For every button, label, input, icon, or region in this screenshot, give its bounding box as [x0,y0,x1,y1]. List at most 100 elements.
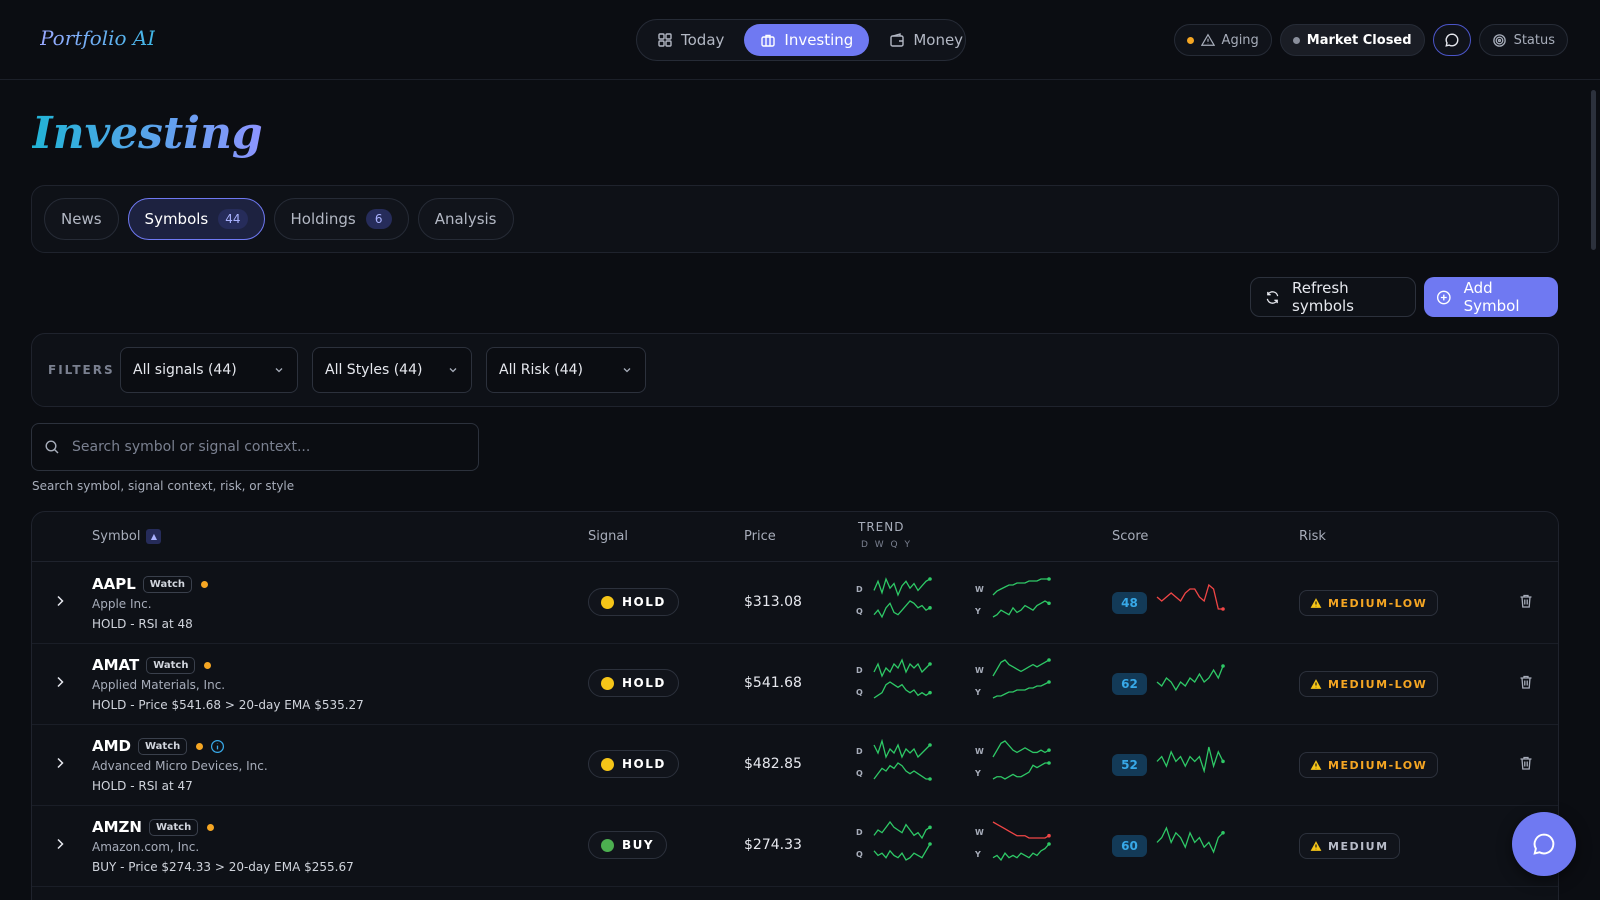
trend-sparkline-d-line [873,820,931,840]
trend-sparkline-d [873,577,932,597]
price-value: $274.33 [744,837,802,853]
search-input[interactable] [72,439,452,455]
chevron-right-icon[interactable] [52,836,68,852]
refresh-symbols-button[interactable]: Refresh symbols [1250,277,1416,317]
score-badge: 62 [1112,673,1147,695]
aging-dot [204,661,212,669]
market-status-label: Market Closed [1306,32,1412,48]
symbol-ticker[interactable]: AMD [92,737,131,755]
warning-icon [1310,679,1322,689]
table-row[interactable]: AAPL Watch Apple Inc. HOLD - RSI at 48 HOLD $… [32,563,1558,644]
signal-badge: HOLD [588,669,679,697]
chevron-down-icon [623,368,631,373]
signal-dot [601,595,614,609]
info-icon[interactable] [210,739,225,754]
trash-icon[interactable] [1518,755,1534,771]
status-button[interactable]: Status [1478,24,1568,56]
trend-sparkline-w [992,577,1051,596]
tab-holdings[interactable]: Holdings 6 [273,198,409,240]
signal-label: HOLD [622,676,666,690]
trend-label-q: Q [856,769,863,778]
aging-dot [1186,36,1194,44]
watch-tag: Watch [148,818,199,836]
table-row[interactable]: AMZN Watch Amazon.com, Inc. BUY - Price $27… [32,806,1558,887]
trend-sparkline-q-line [873,843,931,861]
price-value: $482.85 [744,756,802,772]
price-value: $313.08 [744,594,802,610]
trend-sparkline-y [992,842,1051,862]
app-logo[interactable]: Portfolio AI [40,26,156,50]
tab-holdings-count: 6 [365,209,392,229]
trend-sparkline-w-endpoint [1047,748,1051,752]
nav-money[interactable]: Money [873,24,979,56]
chevron-right-icon[interactable] [52,755,68,771]
nav-status-group: Aging Market Closed Status [1173,24,1568,56]
company-name: Amazon.com, Inc. [92,840,200,854]
trend-label-y: Y [975,607,981,616]
nav-investing[interactable]: Investing [744,24,870,56]
trash-icon[interactable] [1518,674,1534,690]
tab-holdings-label: Holdings [290,210,356,228]
risk-filter-select[interactable]: All Risk (44) [486,347,646,393]
table-row[interactable]: AMD Watch Advanced Micro Devices, Inc. HOLD… [32,725,1558,806]
tab-news[interactable]: News [44,198,119,240]
score-sparkline [1156,746,1225,773]
grid-icon [658,33,672,47]
scrollbar-thumb[interactable] [1591,90,1596,250]
filters-bar: FILTERS All signals (44) All Styles (44)… [31,333,1559,407]
header-score[interactable]: Score [1112,529,1149,544]
chevron-right-icon[interactable] [52,593,68,609]
trend-sparkline-d-endpoint [928,825,932,830]
status-label: Status [1513,32,1555,48]
symbol-search [31,423,479,471]
trend-sparkline-y [992,680,1051,699]
table-header: Symbol ▲ Signal Price TREND D W Q Y Score… [32,512,1558,562]
symbol-ticker[interactable]: AMAT [92,656,140,674]
tab-symbols[interactable]: Symbols 44 [127,198,265,240]
table-row[interactable]: AMAT Watch Applied Materials, Inc. HOLD - P… [32,644,1558,725]
trash-icon[interactable] [1518,593,1534,609]
trend-label-w: W [975,585,984,594]
market-status: Market Closed [1279,24,1425,56]
sort-asc-icon[interactable]: ▲ [146,529,162,544]
trend-sparkline-q [873,762,932,781]
score-sparkline-endpoint [1221,831,1225,835]
warning-icon [1310,760,1322,770]
signal-filter-select[interactable]: All signals (44) [120,347,298,393]
risk-badge: MEDIUM-LOW [1299,590,1439,616]
style-filter-select[interactable]: All Styles (44) [312,347,472,393]
investing-tabs: News Symbols 44 Holdings 6 Analysis [31,185,1559,253]
page-title: Investing [32,108,263,159]
header-risk[interactable]: Risk [1299,529,1326,544]
trend-sparkline-y [992,761,1051,780]
signal-label: HOLD [622,757,666,771]
header-signal[interactable]: Signal [588,529,628,544]
header-symbol[interactable]: Symbol ▲ [92,529,162,544]
score-badge: 60 [1112,835,1147,857]
symbol-cell: AMD Watch [92,737,225,755]
chat-button[interactable] [1432,24,1471,56]
header-price[interactable]: Price [744,529,776,544]
trend-sparkline-w-line [992,821,1050,839]
aging-dot [196,742,204,750]
trend-sparkline-y-endpoint [1047,842,1051,846]
chat-bubble-icon [1533,833,1555,855]
tab-analysis[interactable]: Analysis [417,198,514,240]
trend-sparkline-d-line [873,577,931,597]
aging-indicator[interactable]: Aging [1173,24,1272,56]
symbol-ticker[interactable]: AAPL [92,575,136,593]
nav-investing-label: Investing [784,31,854,49]
symbol-ticker[interactable]: AMZN [92,818,142,836]
score-sparkline-endpoint [1221,607,1225,611]
chat-fab[interactable] [1512,812,1576,876]
signal-context: BUY - Price $274.33 > 20-day EMA $255.67 [92,860,354,874]
nav-today[interactable]: Today [641,24,740,56]
risk-badge: MEDIUM-LOW [1299,671,1439,697]
chevron-right-icon[interactable] [52,674,68,690]
add-symbol-button[interactable]: Add Symbol [1424,277,1558,317]
tab-analysis-label: Analysis [434,210,497,228]
symbols-table: Symbol ▲ Signal Price TREND D W Q Y Score… [31,511,1559,900]
score-sparkline [1156,583,1225,611]
trend-sparkline-y-endpoint [1047,601,1051,606]
search-icon [45,440,59,454]
